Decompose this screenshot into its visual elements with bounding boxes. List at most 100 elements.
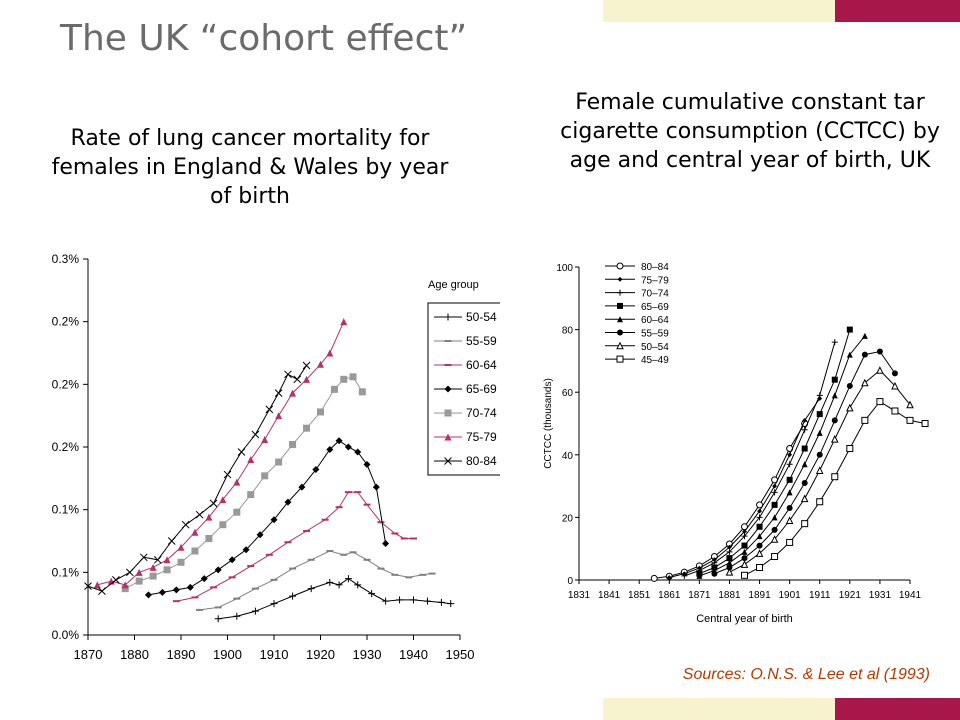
series-line-50-54 bbox=[218, 577, 451, 620]
data-point bbox=[233, 612, 241, 620]
data-point bbox=[289, 440, 297, 448]
legend-label: 45–49 bbox=[641, 355, 669, 366]
data-point bbox=[447, 600, 455, 608]
y-tick-label: 0.0% bbox=[52, 628, 80, 642]
x-tick-label: 1891 bbox=[748, 590, 771, 601]
x-tick-label: 1831 bbox=[568, 590, 591, 601]
data-point bbox=[846, 351, 853, 358]
legend-marker bbox=[617, 316, 623, 323]
legend-marker bbox=[444, 313, 452, 321]
series-50–54 bbox=[725, 366, 914, 576]
data-point bbox=[270, 516, 278, 524]
data-point bbox=[906, 400, 914, 409]
legend-marker bbox=[444, 385, 452, 393]
cctcc-legend: 80–84 75–79 70–74 65–69 60–64 55–59 50–54 45–49 bbox=[605, 262, 669, 366]
data-point bbox=[340, 375, 348, 383]
legend-label: 55–59 bbox=[641, 329, 669, 340]
data-point bbox=[770, 535, 779, 543]
y-axis-title: CCTCC (thousands) bbox=[543, 378, 554, 469]
data-point bbox=[340, 318, 348, 326]
data-point bbox=[742, 529, 747, 534]
x-axis-title: Central year of birth bbox=[696, 613, 793, 625]
cctcc-axes: 0 20 40 60 80 100 1831 1841 1851 1861 1871 1881 1891… bbox=[543, 263, 922, 625]
data-point bbox=[307, 585, 315, 593]
x-tick-label: 1870 bbox=[74, 647, 103, 662]
legend-marker bbox=[617, 289, 623, 296]
data-point bbox=[330, 385, 338, 393]
data-point bbox=[816, 392, 823, 399]
data-point bbox=[756, 514, 763, 521]
x-tick-label: 1881 bbox=[718, 590, 741, 601]
data-point bbox=[302, 361, 311, 370]
data-point bbox=[801, 445, 808, 452]
series-line-65-69 bbox=[148, 440, 387, 596]
data-point bbox=[219, 521, 227, 529]
data-point bbox=[876, 366, 884, 374]
data-point bbox=[354, 448, 362, 456]
legend-label: 50-54 bbox=[466, 310, 497, 324]
data-point bbox=[831, 417, 838, 424]
data-point bbox=[368, 590, 376, 598]
mortality-legend: Age group 50-54 55-59 60-64 65-69 70-74 75-79 8… bbox=[427, 279, 500, 476]
data-point bbox=[831, 339, 838, 346]
data-point bbox=[741, 533, 748, 540]
legend-label: 50–54 bbox=[641, 342, 669, 353]
data-point bbox=[209, 499, 218, 508]
right-chart-heading: Female cumulative constant tar cigarette… bbox=[560, 90, 940, 173]
data-point bbox=[172, 586, 180, 594]
x-tick-label: 1901 bbox=[779, 590, 802, 601]
data-point bbox=[726, 559, 733, 566]
data-point bbox=[801, 426, 808, 433]
data-point bbox=[681, 572, 688, 579]
data-point bbox=[121, 581, 129, 589]
legend-marker bbox=[616, 355, 624, 363]
data-point bbox=[251, 430, 260, 439]
data-point bbox=[666, 575, 672, 580]
data-point bbox=[830, 435, 839, 443]
data-point bbox=[846, 382, 853, 389]
data-point bbox=[801, 461, 808, 468]
data-point bbox=[831, 392, 838, 399]
data-point bbox=[149, 572, 157, 580]
data-point bbox=[740, 560, 749, 568]
y-tick-label: 0.1% bbox=[52, 565, 80, 579]
legend-label: 65-69 bbox=[466, 382, 497, 396]
data-point bbox=[186, 583, 194, 591]
legend-label: 70-74 bbox=[466, 406, 497, 420]
data-point bbox=[816, 411, 823, 418]
top-cream-band bbox=[603, 0, 835, 22]
top-maroon-band bbox=[835, 0, 960, 22]
data-point bbox=[149, 563, 157, 571]
data-point bbox=[816, 498, 824, 506]
data-point bbox=[771, 553, 779, 561]
data-point bbox=[358, 388, 366, 396]
data-point bbox=[755, 549, 764, 557]
y-tick-label: 0.1% bbox=[52, 503, 80, 517]
data-point bbox=[816, 451, 823, 458]
data-point bbox=[98, 587, 106, 595]
legend-label: 65–69 bbox=[641, 302, 669, 313]
data-point bbox=[214, 615, 222, 623]
data-point bbox=[284, 498, 292, 506]
y-tick-label: 0 bbox=[567, 576, 573, 587]
series-line-60–64 bbox=[699, 335, 866, 577]
series-line-60-64 bbox=[176, 491, 414, 602]
series-80-84 bbox=[84, 361, 311, 595]
series-55–59 bbox=[711, 348, 898, 577]
data-point bbox=[275, 412, 283, 420]
data-point bbox=[437, 598, 445, 606]
data-point bbox=[861, 351, 868, 358]
data-point bbox=[125, 568, 134, 577]
mortality-axes: 0.0% 0.1% 0.1% 0.2% 0.2% 0.2% 0.3% 1870 1880 1890… bbox=[52, 252, 475, 662]
legend-marker bbox=[444, 457, 452, 465]
legend-marker bbox=[616, 262, 624, 270]
data-point bbox=[756, 542, 763, 549]
data-point bbox=[757, 508, 762, 514]
slide-title: The UK “cohort effect” bbox=[60, 18, 468, 59]
data-point bbox=[741, 571, 748, 579]
data-point bbox=[423, 597, 431, 605]
data-point bbox=[876, 398, 884, 406]
x-tick-label: 1890 bbox=[167, 647, 196, 662]
data-point bbox=[891, 407, 899, 415]
x-tick-label: 1920 bbox=[306, 647, 335, 662]
